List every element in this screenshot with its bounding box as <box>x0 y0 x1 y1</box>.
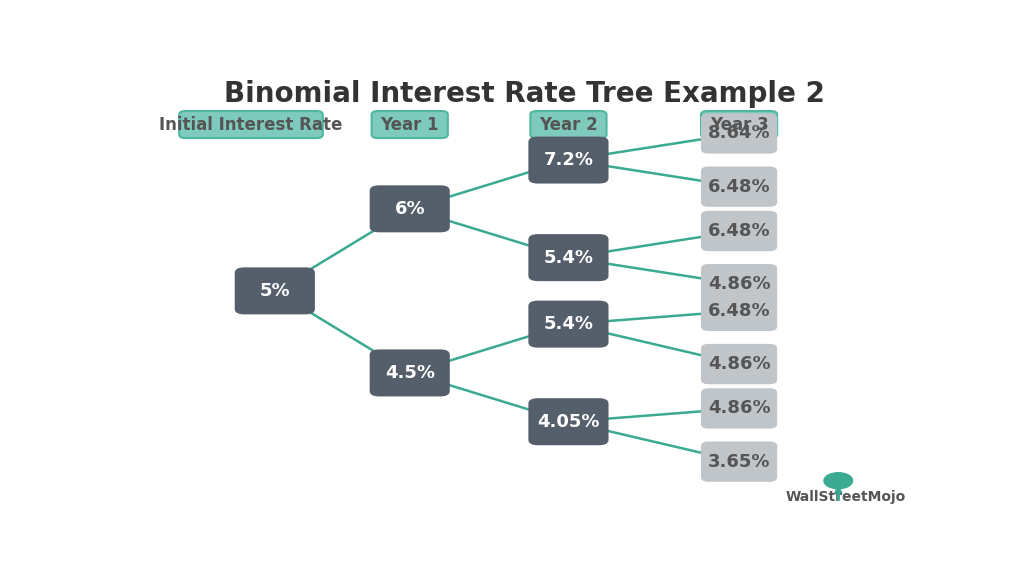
FancyBboxPatch shape <box>528 137 608 184</box>
Text: 5.4%: 5.4% <box>544 249 594 267</box>
FancyBboxPatch shape <box>701 291 777 331</box>
Text: 4.05%: 4.05% <box>538 413 600 431</box>
Text: Year 3: Year 3 <box>710 116 768 134</box>
Text: Initial Interest Rate: Initial Interest Rate <box>160 116 343 134</box>
Text: 5.4%: 5.4% <box>544 315 594 333</box>
Circle shape <box>824 473 853 488</box>
Text: WallStreetMojo: WallStreetMojo <box>785 490 905 504</box>
Text: 6.48%: 6.48% <box>708 302 770 320</box>
FancyBboxPatch shape <box>701 264 777 304</box>
Text: 4.86%: 4.86% <box>708 399 770 418</box>
FancyBboxPatch shape <box>701 388 777 429</box>
Text: 4.5%: 4.5% <box>385 364 435 382</box>
Text: 6.48%: 6.48% <box>708 177 770 196</box>
FancyBboxPatch shape <box>528 234 608 281</box>
Text: 7.2%: 7.2% <box>544 151 594 169</box>
Text: 4.86%: 4.86% <box>708 355 770 373</box>
Text: Binomial Interest Rate Tree Example 2: Binomial Interest Rate Tree Example 2 <box>224 80 825 108</box>
Text: 3.65%: 3.65% <box>708 453 770 471</box>
FancyBboxPatch shape <box>372 111 447 138</box>
Text: Year 1: Year 1 <box>380 116 439 134</box>
FancyBboxPatch shape <box>179 111 323 138</box>
FancyBboxPatch shape <box>370 350 450 396</box>
Text: 6%: 6% <box>394 200 425 218</box>
Text: 8.64%: 8.64% <box>708 124 770 142</box>
FancyBboxPatch shape <box>701 113 777 154</box>
FancyBboxPatch shape <box>370 185 450 232</box>
FancyBboxPatch shape <box>528 301 608 348</box>
FancyBboxPatch shape <box>701 211 777 251</box>
FancyBboxPatch shape <box>234 267 315 314</box>
FancyBboxPatch shape <box>701 166 777 207</box>
FancyBboxPatch shape <box>701 441 777 482</box>
FancyBboxPatch shape <box>528 398 608 445</box>
Text: 4.86%: 4.86% <box>708 275 770 293</box>
Text: 5%: 5% <box>259 282 290 300</box>
FancyBboxPatch shape <box>530 111 606 138</box>
Text: Year 2: Year 2 <box>539 116 598 134</box>
FancyBboxPatch shape <box>701 344 777 384</box>
FancyBboxPatch shape <box>701 111 777 138</box>
Text: 6.48%: 6.48% <box>708 222 770 240</box>
